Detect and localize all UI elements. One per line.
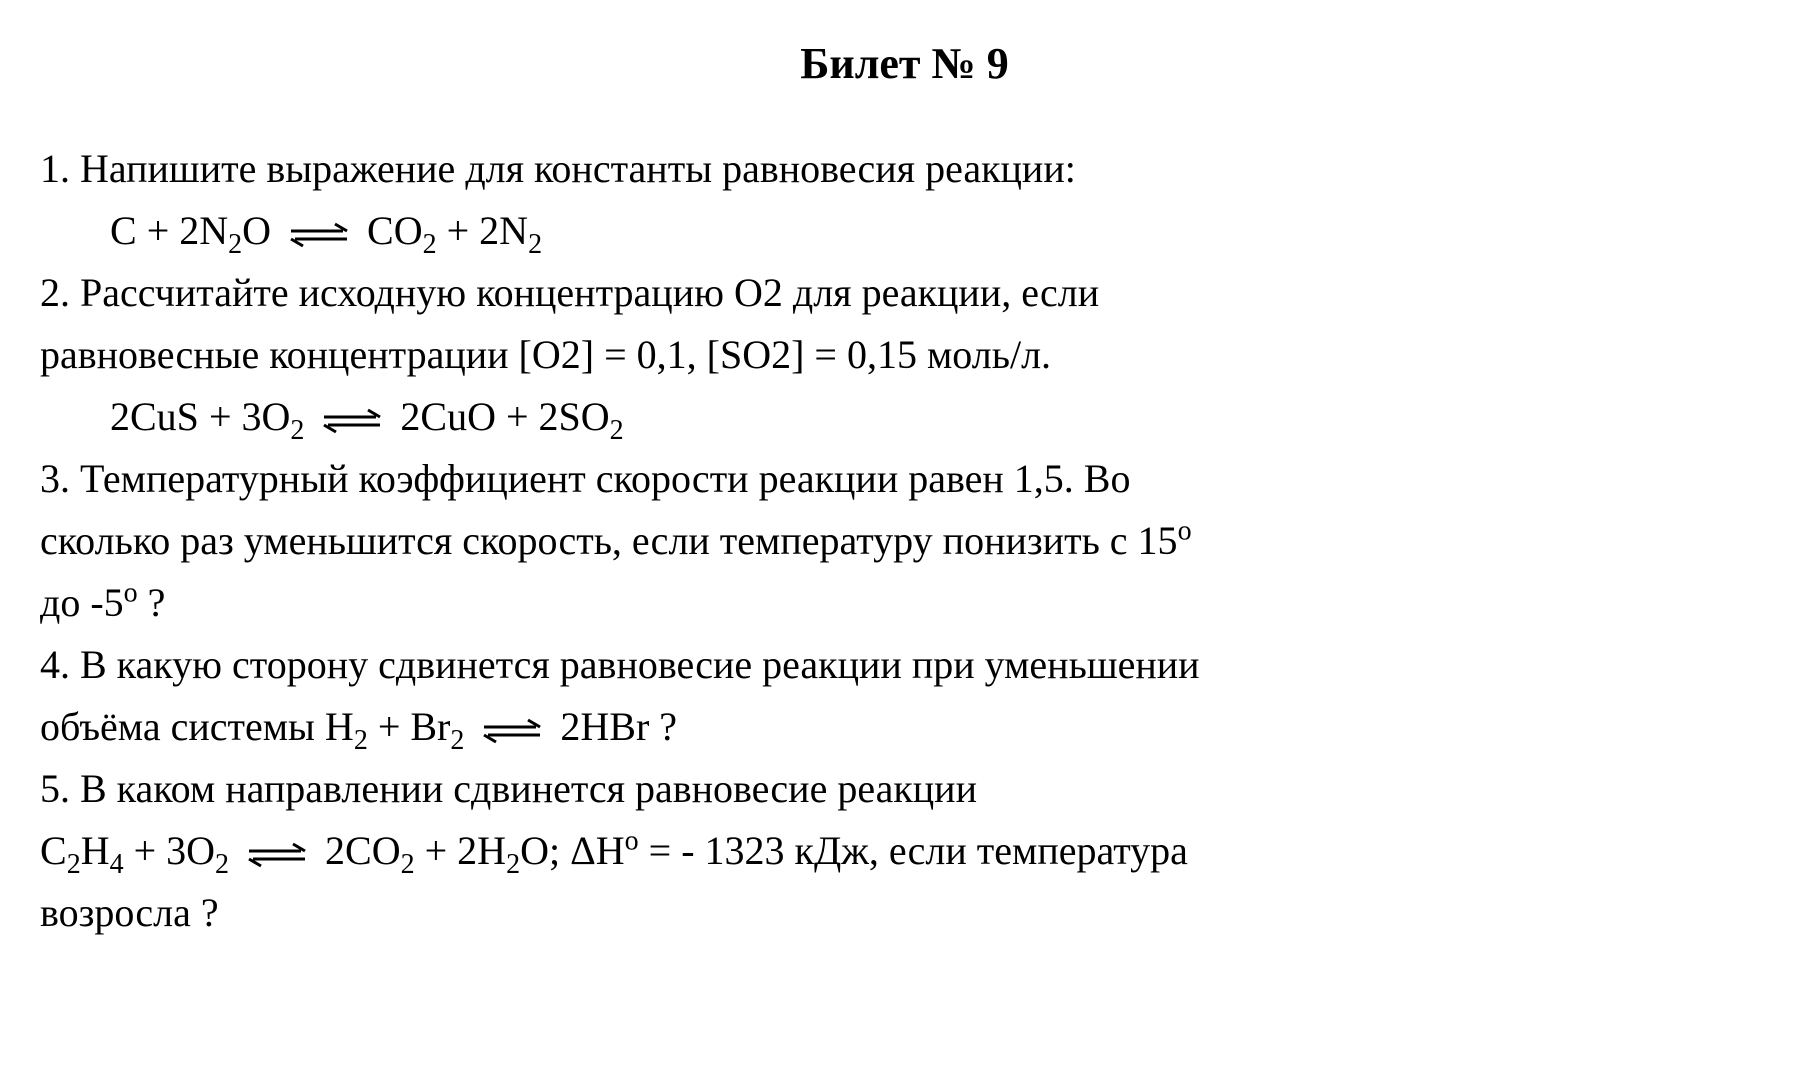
q5-equation: C2H4 + 3O2 2CO2 + 2H2O; ΔHo = - 1323 кДж… (40, 820, 1769, 882)
plus-sign: + (209, 394, 242, 439)
q1-rhs-b: 2N2 (479, 208, 542, 253)
q2-number: 2. (40, 270, 70, 315)
plus-sign: + (147, 208, 180, 253)
plus-sign: + (506, 394, 539, 439)
q2-lhs-a: 2CuS (110, 394, 199, 439)
q4-line-b: объёма системы H2 + Br2 2HBr ? (40, 696, 1769, 758)
q1-lhs-a: C (110, 208, 137, 253)
q1-prompt: Напишите выражение для константы равнове… (80, 146, 1076, 191)
q4-rhs: 2HBr ? (560, 704, 677, 749)
equilibrium-arrow-icon (245, 840, 309, 870)
q4-number: 4. (40, 642, 70, 687)
q5-line-c: возросла ? (40, 882, 1769, 944)
q3-line-c: до -5o ? (40, 572, 1769, 634)
question-2: 2. Рассчитайте исходную концентрацию O2 … (40, 262, 1769, 324)
equilibrium-arrow-icon (320, 406, 384, 436)
equilibrium-arrow-icon (287, 220, 351, 250)
q1-rhs-a: CO2 (367, 208, 437, 253)
q3-number: 3. (40, 456, 70, 501)
question-4: 4. В какую сторону сдвинется равновесие … (40, 634, 1769, 696)
q1-equation: C + 2N2O CO2 + 2N2 (40, 200, 1769, 262)
q5-line-a: В каком направлении сдвинется равновесие… (80, 766, 977, 811)
question-5: 5. В каком направлении сдвинется равнове… (40, 758, 1769, 820)
q2-equation: 2CuS + 3O2 2CuO + 2SO2 (40, 386, 1769, 448)
q4-line-a: В какую сторону сдвинется равновесие реа… (80, 642, 1200, 687)
question-1: 1. Напишите выражение для константы равн… (40, 138, 1769, 200)
equilibrium-arrow-icon (480, 716, 544, 746)
q5-number: 5. (40, 766, 70, 811)
exam-ticket: Билет № 9 1. Напишите выражение для конс… (0, 0, 1809, 984)
q1-number: 1. (40, 146, 70, 191)
q2-rhs-b: 2SO2 (539, 394, 624, 439)
q2-prompt-a: Рассчитайте исходную концентрацию O2 для… (80, 270, 1099, 315)
q3-line-a: Температурный коэффициент скорости реакц… (80, 456, 1130, 501)
question-3: 3. Температурный коэффициент скорости ре… (40, 448, 1769, 510)
q3-line-b: сколько раз уменьшится скорость, если те… (40, 510, 1769, 572)
plus-sign: + (447, 208, 480, 253)
q1-lhs-b: 2N2O (179, 208, 271, 253)
q2-rhs-a: 2CuO (400, 394, 496, 439)
q2-lhs-b: 3O2 (242, 394, 305, 439)
q2-prompt-b: равновесные концентрации [O2] = 0,1, [SO… (40, 324, 1769, 386)
ticket-title: Билет № 9 (40, 30, 1769, 98)
